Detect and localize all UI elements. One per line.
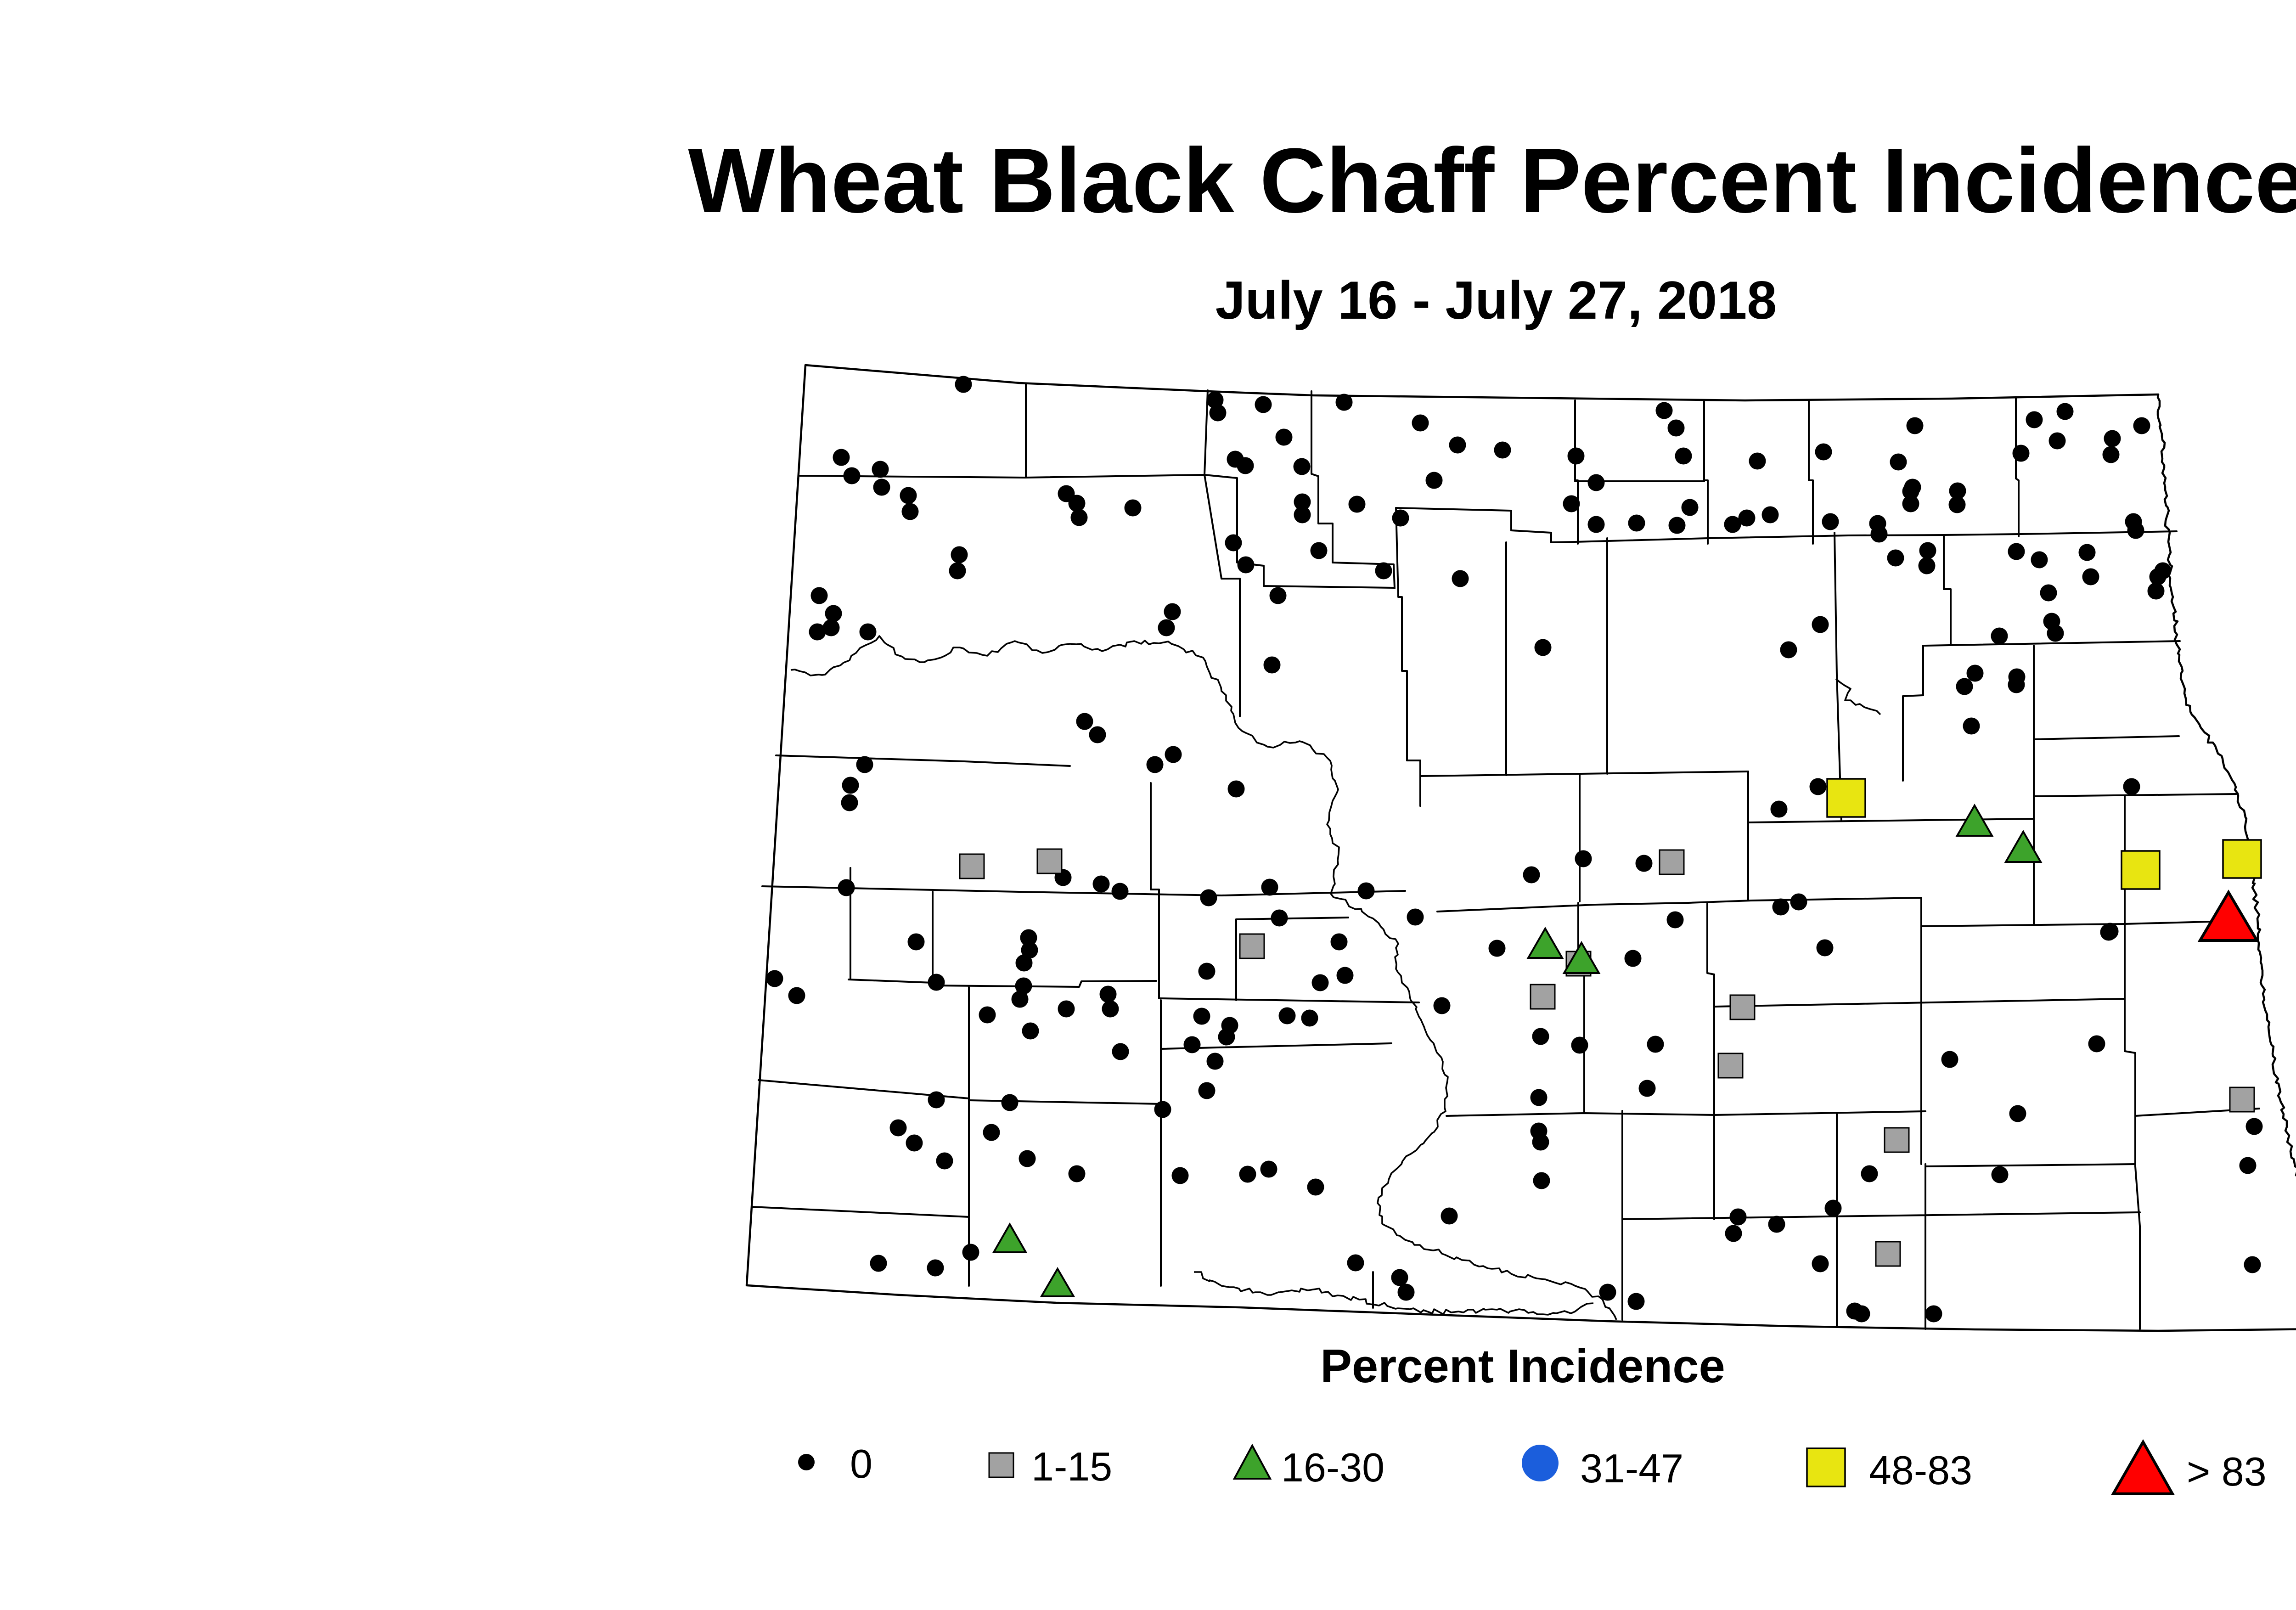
svg-text:31-47: 31-47 bbox=[1580, 1446, 1683, 1491]
svg-text:1-15: 1-15 bbox=[1031, 1444, 1112, 1489]
svg-text:Percent Incidence: Percent Incidence bbox=[1320, 1340, 1725, 1392]
svg-text:48-83: 48-83 bbox=[1869, 1447, 1972, 1493]
svg-text:> 83: > 83 bbox=[2187, 1449, 2267, 1494]
svg-text:0: 0 bbox=[850, 1441, 872, 1486]
svg-text:Wheat Black Chaff Percent Inci: Wheat Black Chaff Percent Incidence bbox=[688, 129, 2296, 232]
svg-text:16-30: 16-30 bbox=[1281, 1445, 1384, 1490]
svg-text:July 16 - July 27, 2018: July 16 - July 27, 2018 bbox=[1216, 270, 1777, 330]
